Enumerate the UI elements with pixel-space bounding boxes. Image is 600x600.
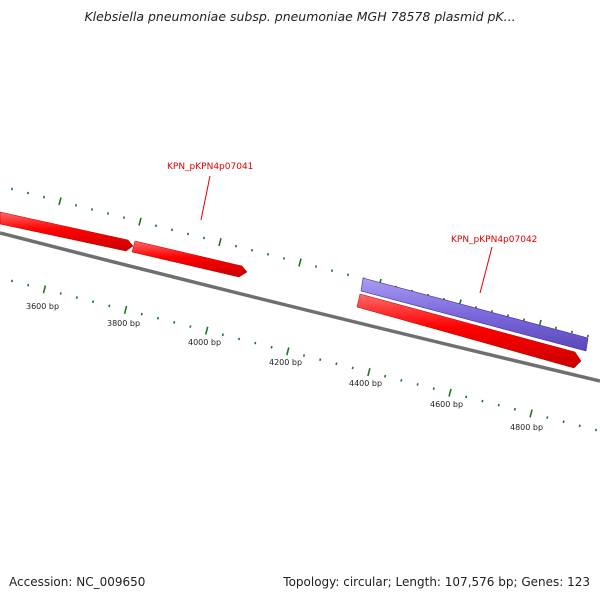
position-label-3800: 3800 bp (107, 319, 140, 328)
inner-minor-tick (156, 316, 160, 320)
inner-minor-tick (27, 283, 30, 287)
outer-minor-tick (170, 228, 174, 232)
inner-minor-tick (270, 345, 273, 349)
inner-major-tick (448, 388, 452, 397)
inner-minor-tick (432, 387, 435, 390)
outer-minor-tick (586, 334, 590, 338)
outer-minor-tick (186, 232, 190, 236)
outer-minor-tick (346, 273, 350, 277)
inner-major-tick (123, 305, 128, 314)
inner-minor-tick (578, 424, 581, 428)
inner-minor-tick (59, 292, 62, 295)
inner-minor-tick (221, 333, 224, 337)
outer-minor-tick (74, 203, 78, 207)
inner-major-tick (286, 347, 290, 356)
gene-label-leader-2 (479, 246, 493, 294)
gene-purple[interactable] (360, 277, 589, 352)
gene-label-leader-1 (200, 175, 211, 221)
outer-minor-tick (122, 216, 126, 219)
outer-major-tick (218, 238, 222, 247)
outer-minor-tick (554, 326, 558, 330)
inner-minor-tick (75, 296, 78, 299)
gene-red-3[interactable] (356, 293, 582, 369)
inner-minor-tick (513, 407, 516, 411)
inner-minor-tick (319, 358, 322, 362)
inner-minor-tick (173, 321, 176, 324)
outer-minor-tick (250, 248, 254, 252)
outer-minor-tick (42, 195, 46, 199)
position-label-3600: 3600 bp (26, 302, 59, 311)
outer-minor-tick (90, 208, 94, 211)
gene-label-KPN_pKPN4p07041[interactable]: KPN_pKPN4p07041 (167, 162, 253, 172)
outer-major-tick (58, 197, 62, 206)
outer-minor-tick (570, 330, 574, 334)
inner-minor-tick (189, 325, 192, 328)
inner-major-tick (529, 409, 533, 418)
inner-minor-tick (254, 341, 257, 345)
outer-minor-tick (106, 212, 110, 215)
backbone-line (0, 231, 600, 383)
inner-major-tick (367, 367, 371, 377)
gene-red-2[interactable] (131, 240, 248, 278)
accession-text: Accession: NC_009650 (9, 575, 146, 589)
outer-minor-tick (154, 224, 158, 228)
outer-minor-tick (234, 244, 238, 248)
inner-minor-tick (497, 403, 500, 407)
outer-minor-tick (26, 191, 30, 195)
outer-minor-tick (282, 257, 286, 260)
inner-minor-tick (481, 399, 484, 403)
outer-major-tick (298, 258, 302, 267)
summary-text: Topology: circular; Length: 107,576 bp; … (283, 575, 590, 589)
inner-minor-tick (92, 300, 95, 304)
outer-major-tick (138, 217, 142, 226)
inner-minor-tick (465, 395, 468, 399)
position-label-4800: 4800 bp (510, 423, 543, 432)
inner-minor-tick (594, 428, 598, 432)
outer-minor-tick (330, 269, 334, 273)
inner-minor-tick (140, 312, 143, 316)
gene-label-KPN_pKPN4p07042[interactable]: KPN_pKPN4p07042 (451, 235, 537, 245)
outer-minor-tick (522, 318, 526, 322)
inner-minor-tick (351, 366, 354, 370)
inner-minor-tick (108, 304, 111, 308)
inner-minor-tick (416, 383, 419, 386)
position-label-4200: 4200 bp (269, 358, 302, 367)
inner-minor-tick (238, 337, 241, 341)
outer-minor-tick (10, 187, 14, 191)
inner-minor-tick (562, 420, 565, 424)
outer-minor-tick (202, 236, 206, 240)
inner-minor-tick (302, 354, 306, 357)
outer-minor-tick (266, 252, 270, 256)
position-label-4600: 4600 bp (430, 400, 463, 409)
inner-minor-tick (384, 374, 387, 378)
map-title: Klebsiella pneumoniae subsp. pneumoniae … (84, 9, 516, 24)
position-label-4000: 4000 bp (188, 338, 221, 347)
position-label-4400: 4400 bp (349, 379, 382, 388)
gene-red-1[interactable] (0, 211, 134, 252)
outer-minor-tick (314, 265, 318, 268)
inner-tick-row (10, 279, 598, 432)
inner-major-tick (204, 326, 209, 335)
inner-minor-tick (335, 362, 338, 366)
inner-major-tick (42, 285, 47, 294)
inner-minor-tick (10, 279, 14, 283)
inner-minor-tick (546, 416, 549, 419)
inner-minor-tick (400, 378, 403, 382)
